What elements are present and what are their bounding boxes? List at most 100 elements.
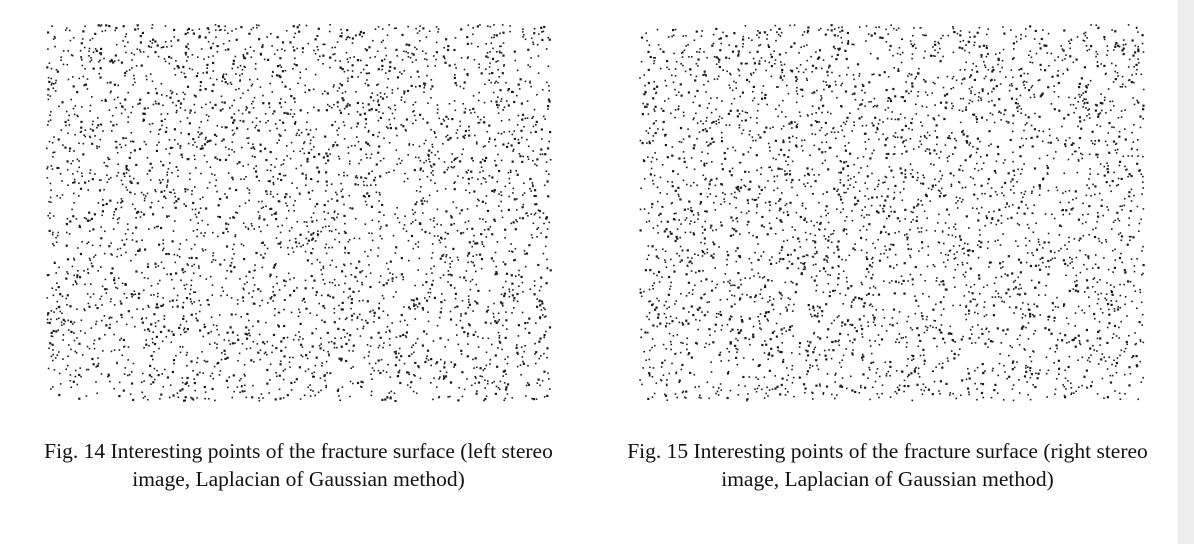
interest-point — [519, 155, 522, 158]
interest-point — [721, 136, 723, 139]
interest-point — [479, 171, 481, 174]
interest-point — [1014, 102, 1018, 105]
interest-point — [280, 98, 282, 100]
interest-point — [893, 210, 896, 213]
interest-point — [147, 55, 149, 58]
interest-point — [297, 315, 300, 318]
interest-point — [1099, 192, 1101, 195]
interest-point — [532, 43, 535, 46]
interest-point — [547, 372, 549, 375]
interest-point — [1085, 45, 1088, 47]
interest-point — [732, 284, 734, 286]
interest-point — [212, 252, 215, 254]
interest-point — [492, 47, 494, 50]
interest-point — [397, 217, 399, 219]
interest-point — [1061, 48, 1064, 50]
interest-point — [181, 388, 184, 391]
interest-point — [443, 376, 446, 379]
interest-point — [504, 237, 506, 239]
interest-point — [98, 61, 100, 63]
interest-point — [419, 377, 422, 380]
interest-point — [1049, 347, 1051, 350]
interest-point — [134, 193, 136, 195]
interest-point — [1112, 333, 1115, 335]
interest-point — [175, 104, 177, 107]
interest-point — [432, 174, 434, 176]
interest-point — [409, 386, 412, 389]
interest-point — [796, 146, 798, 148]
interest-point — [789, 298, 791, 301]
interest-point — [392, 234, 395, 237]
interest-point — [815, 51, 817, 53]
interest-point — [259, 143, 262, 146]
interest-point — [172, 394, 175, 397]
interest-point — [117, 171, 120, 174]
interest-point — [100, 47, 103, 50]
interest-point — [331, 246, 334, 249]
interest-point — [216, 343, 218, 345]
interest-point — [309, 395, 312, 397]
interest-point — [1105, 72, 1107, 75]
interest-point — [396, 55, 399, 57]
interest-point — [388, 392, 391, 394]
interest-point — [340, 182, 342, 185]
interest-point — [53, 311, 55, 313]
interest-point — [92, 120, 94, 123]
interest-point — [387, 268, 390, 270]
interest-point — [50, 84, 53, 86]
interest-point — [318, 302, 320, 305]
interest-point — [756, 169, 758, 172]
interest-point — [813, 224, 815, 227]
interest-point — [181, 268, 184, 271]
interest-point — [121, 354, 123, 357]
interest-point — [49, 196, 52, 199]
interest-point — [918, 250, 920, 252]
interest-point — [1020, 308, 1022, 310]
interest-point — [87, 189, 89, 191]
interest-point — [348, 287, 351, 290]
interest-point — [1067, 158, 1070, 161]
interest-point — [50, 355, 53, 358]
interest-point — [216, 190, 218, 193]
interest-point — [323, 211, 325, 213]
figure-14-caption-line-1: Fig. 14 Interesting points of the fractu… — [44, 439, 553, 463]
interest-point — [219, 263, 222, 266]
interest-point — [521, 136, 523, 139]
interest-point — [912, 283, 914, 286]
interest-point — [735, 217, 737, 220]
interest-point — [1111, 180, 1114, 183]
interest-point — [110, 253, 112, 255]
interest-point — [319, 55, 321, 58]
interest-point — [342, 99, 345, 102]
interest-point — [244, 202, 247, 204]
interest-point — [65, 223, 68, 226]
interest-point — [316, 35, 319, 37]
interest-point — [911, 328, 914, 331]
interest-point — [306, 225, 308, 227]
interest-point — [173, 36, 176, 38]
interest-point — [688, 56, 690, 58]
interest-point — [1130, 188, 1133, 191]
interest-point — [413, 374, 415, 376]
interest-point — [289, 366, 291, 369]
interest-point — [258, 226, 260, 228]
interest-point — [370, 205, 373, 208]
interest-point — [728, 318, 731, 321]
interest-point — [748, 37, 750, 39]
interest-point — [420, 186, 422, 188]
interest-point — [666, 60, 669, 63]
interest-point — [1028, 240, 1031, 242]
interest-point — [463, 331, 466, 334]
interest-point — [1135, 73, 1138, 75]
interest-point — [539, 216, 541, 219]
interest-point — [765, 126, 768, 129]
interest-point — [302, 51, 304, 53]
interest-point — [55, 318, 58, 321]
interest-point — [305, 184, 307, 187]
interest-point — [780, 128, 783, 130]
interest-point — [346, 36, 348, 39]
interest-point — [280, 178, 283, 182]
interest-point — [875, 26, 877, 29]
interest-point — [141, 391, 143, 394]
interest-point — [904, 218, 906, 220]
